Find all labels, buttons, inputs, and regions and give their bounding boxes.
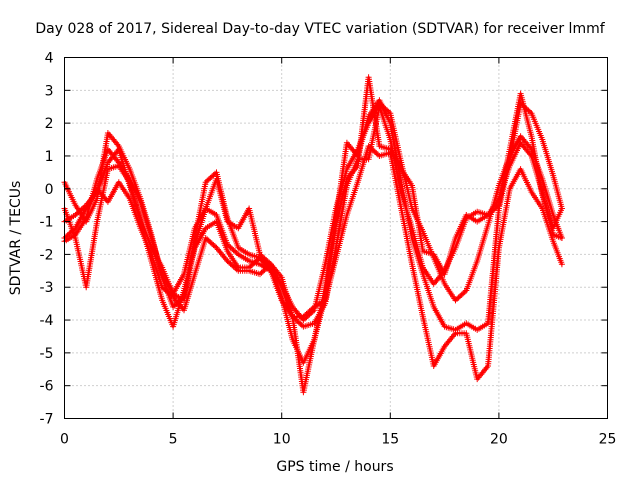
y-tick-label: -7	[40, 412, 54, 428]
y-tick-label: 0	[45, 182, 54, 198]
y-tick-label: 1	[45, 149, 54, 165]
series-markers	[61, 97, 565, 366]
x-tick-label: 20	[490, 432, 508, 448]
y-tick-label: -4	[40, 313, 54, 329]
x-axis-label: GPS time / hours	[276, 459, 393, 475]
plot-frame	[64, 57, 608, 419]
chart-title: Day 028 of 2017, Sidereal Day-to-day VTE…	[35, 21, 605, 37]
y-tick-label: 4	[45, 51, 54, 67]
y-tick-label: -2	[40, 247, 54, 263]
y-tick-label: -6	[40, 379, 54, 395]
x-tick-label: 5	[169, 432, 178, 448]
y-tick-label: -1	[40, 215, 54, 231]
y-tick-label: -3	[40, 280, 54, 296]
x-tick-label: 10	[273, 432, 291, 448]
series-2	[61, 97, 565, 366]
y-tick-label: 3	[45, 83, 54, 99]
y-axis-label: SDTVAR / TECUs	[8, 181, 24, 296]
x-tick-label: 15	[381, 432, 399, 448]
x-tick-label: 0	[60, 432, 69, 448]
y-tick-label: 2	[45, 116, 54, 132]
axis-ticks	[64, 57, 608, 419]
y-tick-label: -5	[40, 346, 54, 362]
tick-labels: 0 5 10 15 20 25 -7 -6 -5 -4 -3 -2 -1 0 1 2 3 4	[40, 51, 617, 448]
series-layer	[61, 74, 565, 396]
x-tick-label: 25	[599, 432, 617, 448]
